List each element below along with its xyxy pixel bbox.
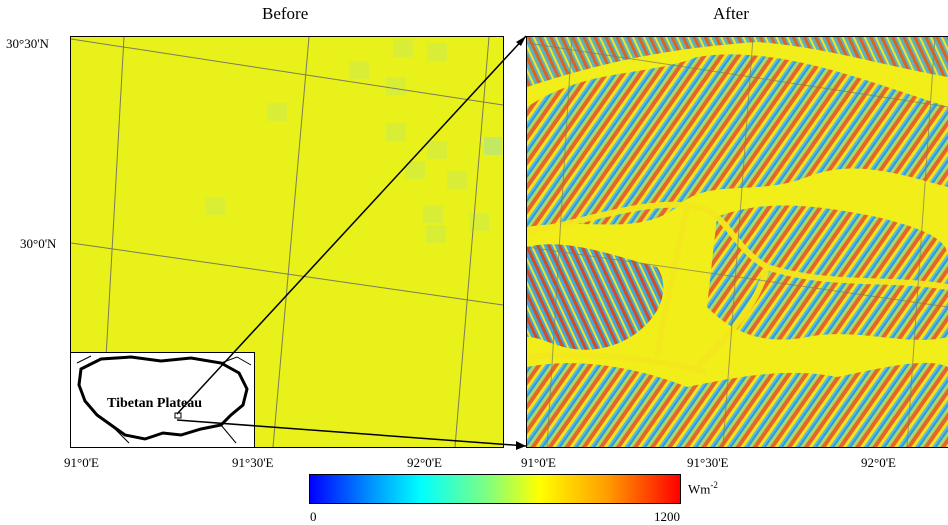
lon-tick-label-before-91-00: 91°0'E	[64, 455, 99, 470]
colorbar-min-label: 0	[310, 509, 317, 524]
colorbar-unit-text: Wm	[688, 481, 711, 497]
lon-tick-label-before-92-00: 92°0'E	[407, 455, 442, 470]
lon-tick-label-before-91-30: 91°30'E	[232, 455, 274, 470]
lon-tick-label-after-91-30: 91°30'E	[687, 455, 729, 470]
lat-tick-label-30-30: 30°30'N	[6, 36, 49, 51]
colorbar-unit-superscript: -2	[710, 480, 718, 490]
colorbar	[309, 474, 681, 504]
inset-tibetan-plateau-label: Tibetan Plateau	[107, 396, 203, 412]
colorbar-max-label: 1200	[654, 509, 680, 524]
colorbar-unit-label: Wm-2	[688, 480, 718, 497]
lon-tick-label-after-92-00: 92°0'E	[861, 455, 896, 470]
after-map-panel	[526, 36, 948, 448]
after-map-svg	[527, 37, 948, 447]
after-panel-title: After	[713, 4, 749, 23]
lon-tick-label-after-91-00: 91°0'E	[521, 455, 556, 470]
lat-tick-label-30-00: 30°0'N	[20, 236, 57, 251]
before-panel-title: Before	[262, 4, 309, 23]
inset-locator-map: Tibetan Plateau	[70, 352, 255, 448]
